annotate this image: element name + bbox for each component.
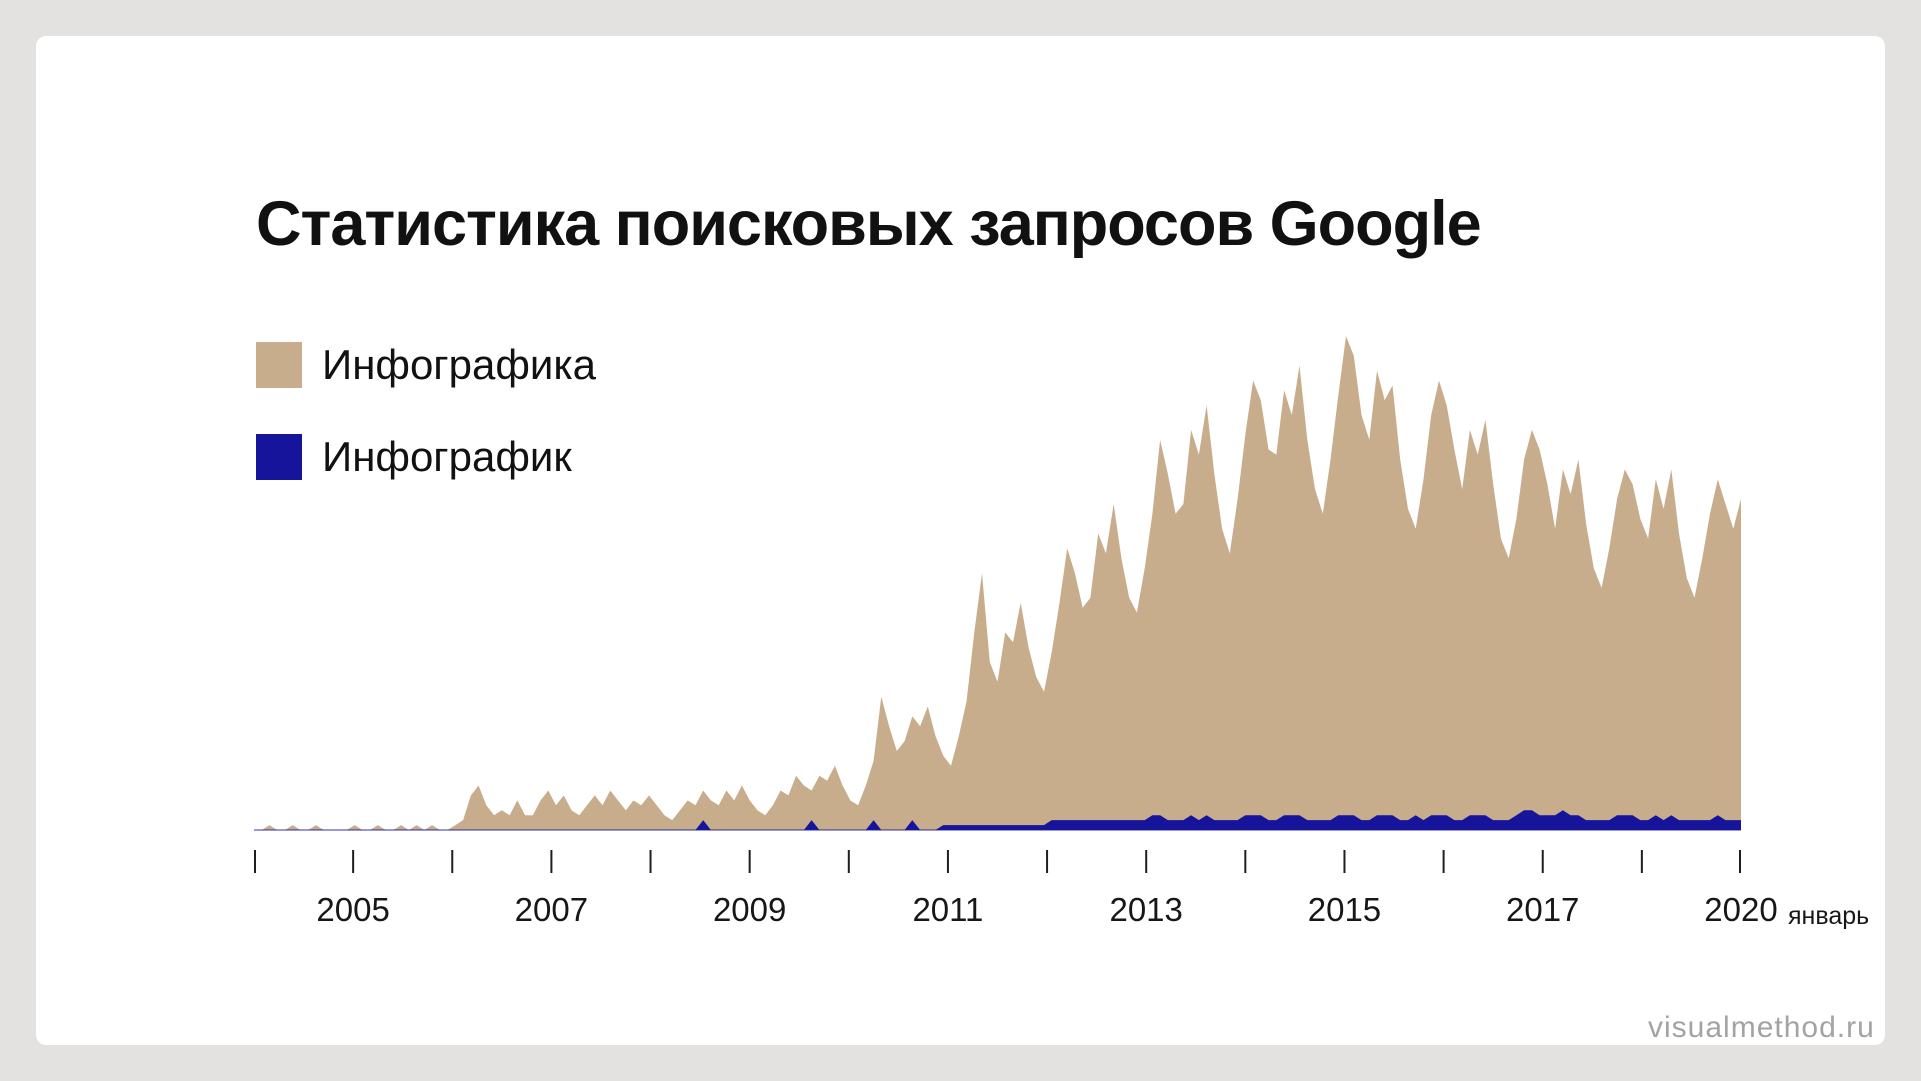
x-axis-label-2015: 2015 xyxy=(1307,891,1382,928)
x-axis-label-2007: 2007 xyxy=(514,891,589,928)
area-series xyxy=(254,810,1741,830)
page-title: Статистика поисковых запросов Google xyxy=(256,189,1482,259)
chart-card: Статистика поисковых запросов Google Инф… xyxy=(36,36,1885,1045)
area-series xyxy=(254,336,1741,830)
x-axis-label-2005: 2005 xyxy=(316,891,390,928)
x-axis-label-2013: 2013 xyxy=(1109,891,1183,928)
legend-label-infografika: Инфографика xyxy=(322,340,597,388)
area-chart xyxy=(254,336,1741,873)
legend-label-infografik: Инфографик xyxy=(322,432,572,480)
x-axis-label-2009: 2009 xyxy=(712,891,787,928)
x-axis-label-2011: 2011 xyxy=(912,891,984,928)
legend-item-infografika: Инфографика xyxy=(256,341,596,388)
legend-item-infografik: Инфографик xyxy=(256,433,596,480)
watermark: visualmethod.ru xyxy=(1648,1011,1875,1044)
x-axis-month-suffix: январь xyxy=(1788,902,1870,930)
legend: Инфографика Инфографик xyxy=(256,341,596,525)
legend-swatch-infografika xyxy=(256,341,302,388)
x-axis-label-2017: 2017 xyxy=(1506,891,1580,928)
x-axis-label-2020: 2020 xyxy=(1704,891,1778,928)
legend-swatch-infografik xyxy=(256,433,302,480)
